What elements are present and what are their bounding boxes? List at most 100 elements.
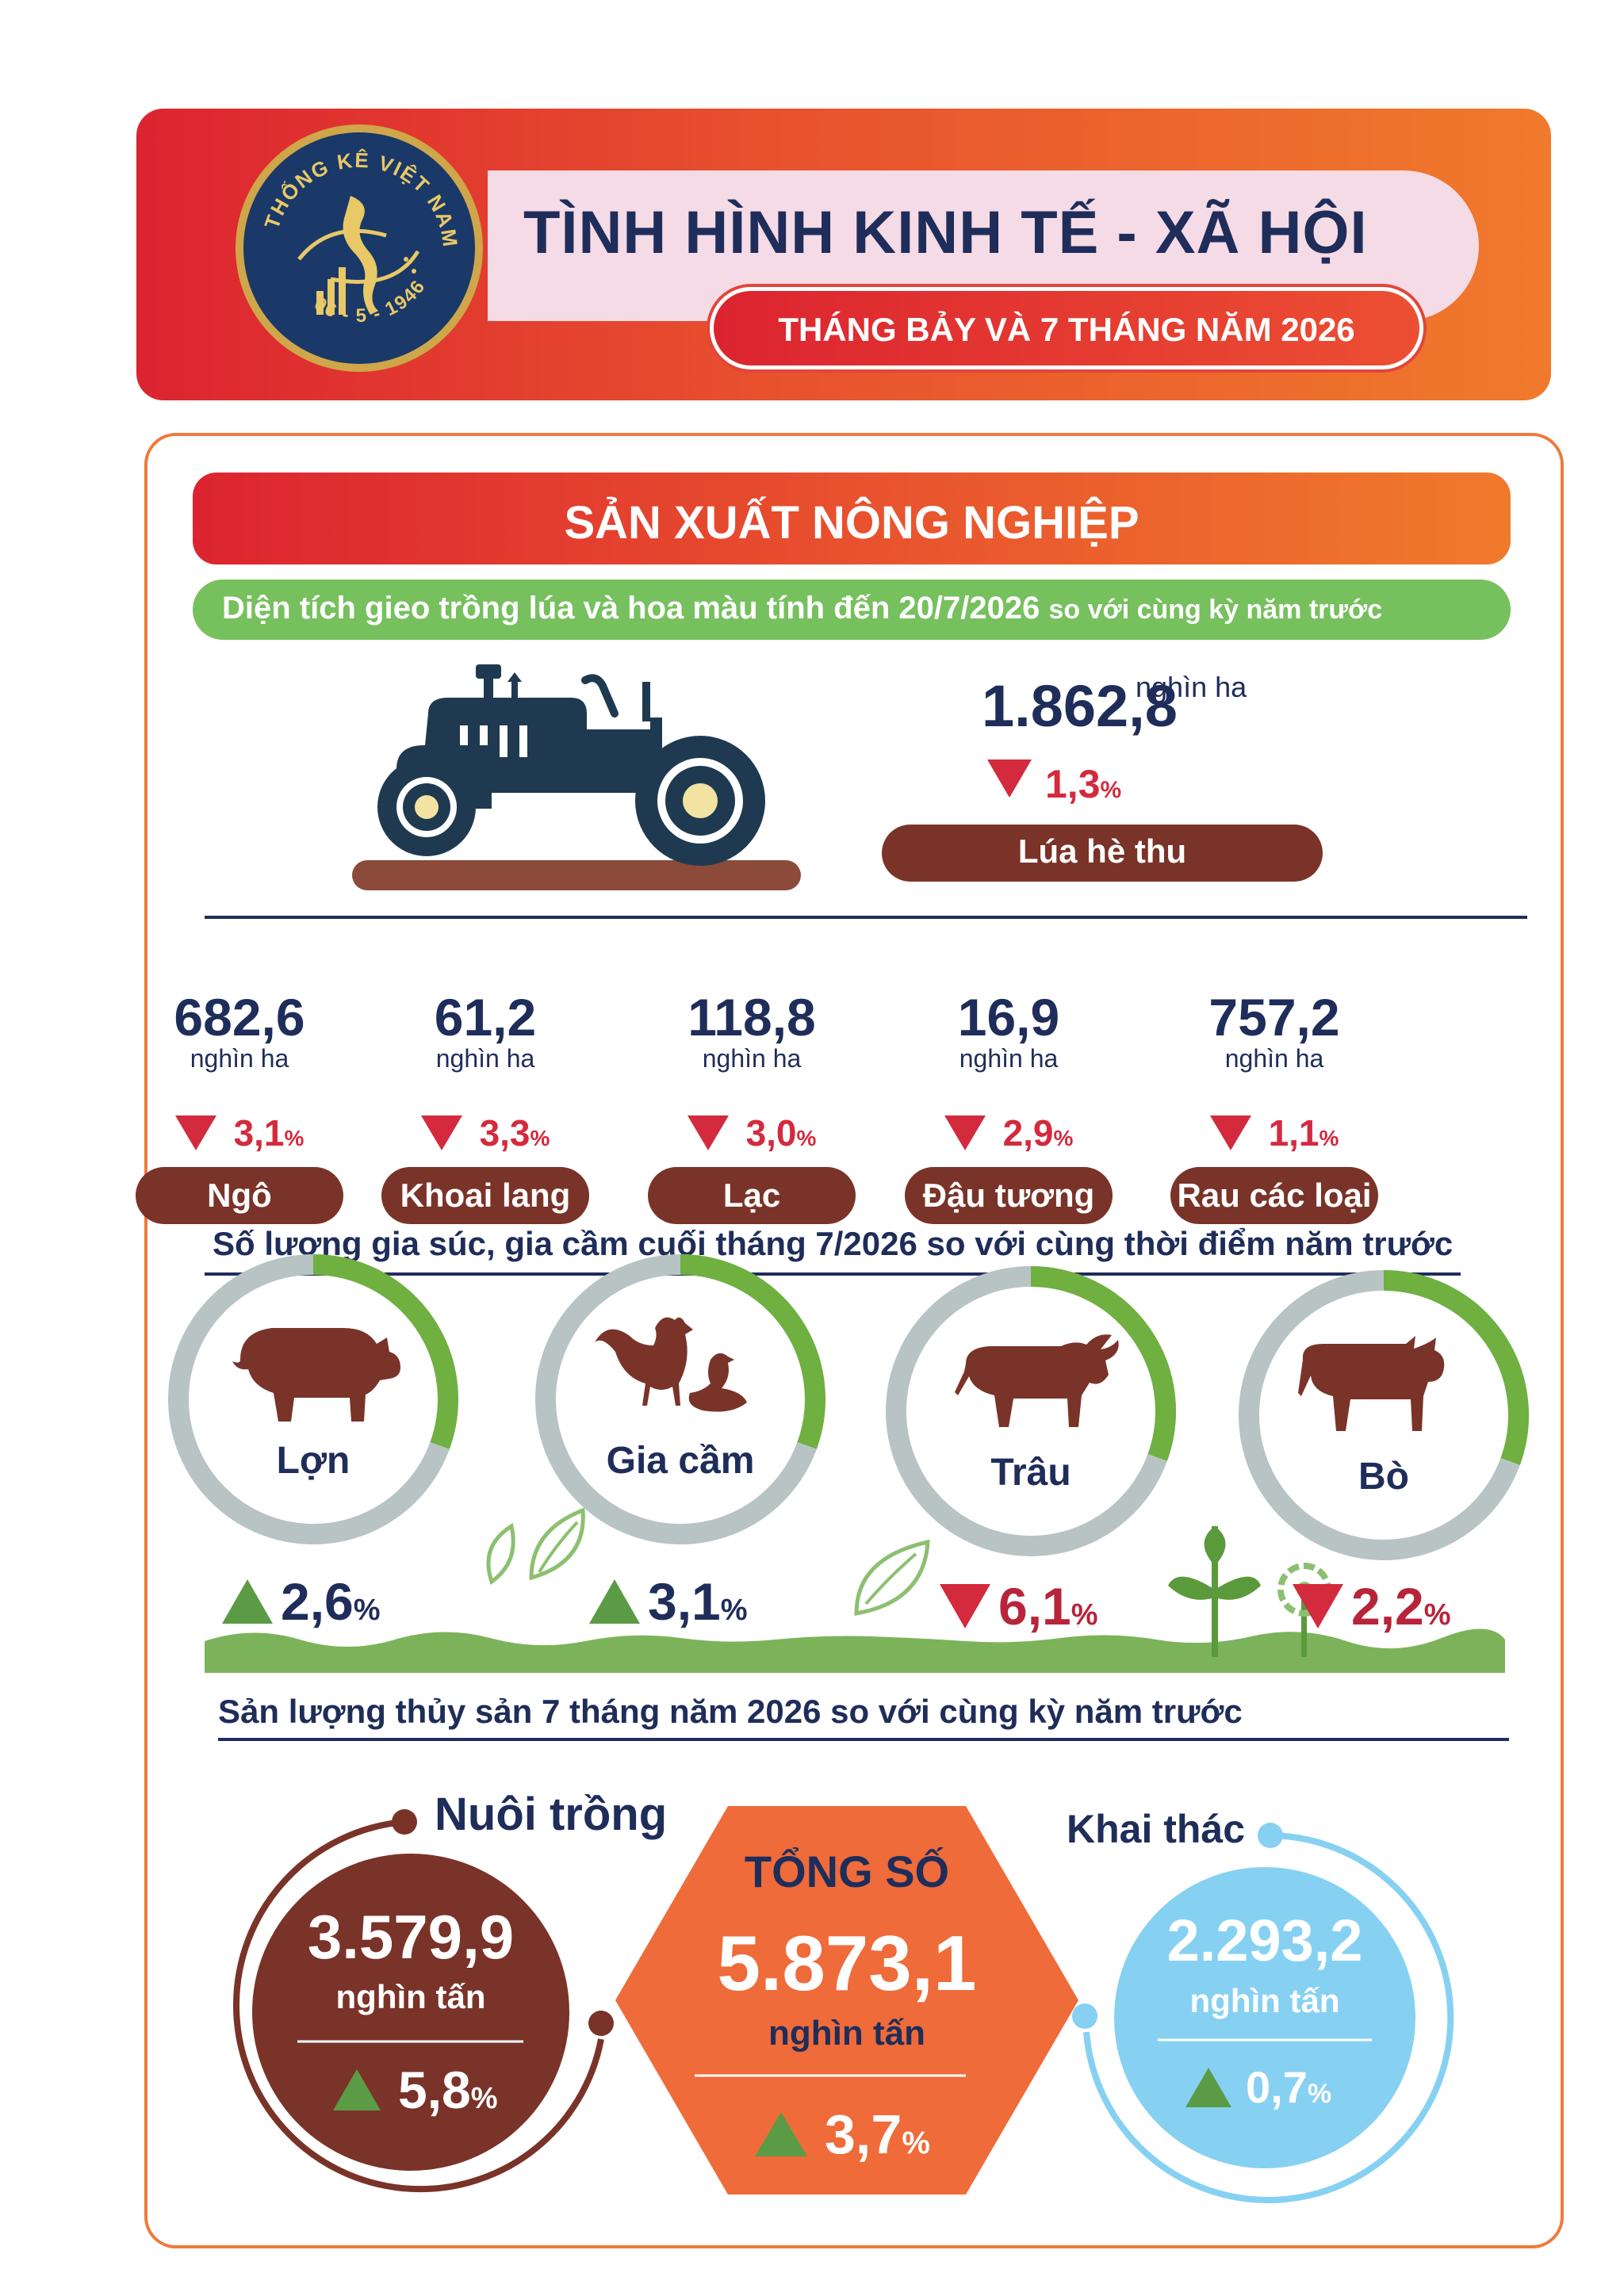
down-arrow-icon [987, 760, 1032, 798]
tractor-icon [352, 664, 801, 890]
aquaculture-change-value: 5,8 [398, 2061, 471, 2119]
crop-column: 118,8 nghìn ha 3,0% Lạc [637, 989, 867, 1224]
aquaculture-unit: nghìn tấn [335, 1978, 486, 2015]
crop-value: 682,6 [174, 988, 305, 1047]
plants-icon [1168, 1526, 1331, 1657]
capture-ring [1072, 1823, 1454, 2203]
crop-change: 3,0% [637, 1112, 867, 1154]
crop-column: 682,6 nghìn ha 3,1% Ngô [124, 989, 354, 1224]
crop-unit: nghìn ha [1224, 1044, 1324, 1073]
down-arrow-icon [940, 1584, 990, 1628]
up-arrow-icon [222, 1579, 273, 1624]
livestock-change-value: 3,1 [648, 1572, 721, 1631]
crop-change-unit: % [1319, 1126, 1339, 1150]
rice-label: Lúa hè thu [1017, 832, 1187, 870]
aquaculture-ring [233, 1809, 614, 2193]
crop-change-unit: % [1053, 1126, 1074, 1150]
total-unit: nghìn tấn [768, 2014, 925, 2053]
total-change: 3,7% [755, 2103, 930, 2166]
logo-emblem-icon: THỐNG KÊ VIỆT NAM 06 - 5 - 1946 [259, 148, 462, 327]
subtitle-pill [710, 287, 1423, 369]
crop-change-unit: % [530, 1126, 550, 1150]
livestock-change-unit: % [353, 1594, 381, 1627]
divider [205, 916, 1527, 919]
livestock-change: 2,2% [1293, 1576, 1451, 1636]
crop-value: 757,2 [1208, 988, 1340, 1047]
crop-change-value: 1,1 [1268, 1112, 1320, 1154]
crop-change-value: 3,0 [745, 1112, 797, 1154]
crop-change: 2,9% [894, 1112, 1124, 1154]
rice-change-unit: % [1100, 777, 1122, 803]
crop-column: 16,9 nghìn ha 2,9% Đậu tương [894, 989, 1124, 1224]
rice-area-unit: nghìn ha [1136, 671, 1247, 703]
down-arrow-icon [1293, 1584, 1343, 1628]
crop-unit: nghìn ha [959, 1044, 1059, 1073]
gso-logo: THỐNG KÊ VIỆT NAM 06 - 5 - 1946 [243, 132, 475, 364]
livestock-change-value: 2,6 [281, 1572, 354, 1631]
up-arrow-icon [589, 1579, 640, 1624]
crop-unit: nghìn ha [702, 1044, 802, 1073]
livestock-change: 3,1% [589, 1571, 748, 1632]
svg-text:THỐNG KÊ VIỆT NAM: THỐNG KÊ VIỆT NAM [259, 148, 462, 250]
livestock-change-value: 2,2 [1351, 1577, 1424, 1636]
crop-label: Lạc [648, 1167, 856, 1224]
total-value: 5.873,1 [717, 1919, 977, 2007]
page-title: TÌNH HÌNH KINH TẾ - XÃ HỘI [523, 199, 1368, 266]
crop-change-unit: % [284, 1126, 304, 1150]
crop-change-unit: % [796, 1126, 817, 1150]
livestock-ring [1239, 1270, 1529, 1560]
livestock-change: 2,6% [222, 1571, 381, 1632]
crop-unit: nghìn ha [435, 1044, 535, 1073]
section-title: SẢN XUẤT NÔNG NGHIỆP [564, 497, 1139, 549]
livestock-change-unit: % [1071, 1598, 1098, 1632]
down-arrow-icon [1209, 1115, 1251, 1150]
buffalo-icon [955, 1334, 1119, 1427]
up-arrow-icon [755, 2112, 807, 2156]
crop-value: 16,9 [957, 988, 1060, 1047]
up-arrow-icon [1185, 2067, 1231, 2107]
aquaculture-change: 5,8% [333, 2060, 498, 2120]
leaf-icon [854, 1539, 930, 1616]
crop-column: 61,2 nghìn ha 3,3% Khoai lang [370, 989, 600, 1224]
aquaculture-change-unit: % [470, 2082, 498, 2115]
divider [218, 1738, 1509, 1741]
up-arrow-icon [333, 2069, 381, 2110]
capture-unit: nghìn tấn [1189, 1982, 1340, 2019]
poultry-icon [595, 1317, 747, 1412]
livestock-change-value: 6,1 [998, 1577, 1071, 1636]
divider [205, 1272, 1461, 1276]
area-caption-tail: so với cùng kỳ năm trước [1048, 595, 1383, 625]
livestock-ring [886, 1266, 1176, 1556]
capture-title: Khai thác [1067, 1807, 1246, 1851]
down-arrow-icon [174, 1115, 216, 1150]
crop-change: 3,1% [124, 1112, 354, 1154]
capture-value: 2.293,2 [1166, 1908, 1363, 1973]
page-subtitle: THÁNG BẢY VÀ 7 THÁNG NĂM 2026 [778, 311, 1355, 348]
livestock-caption: Số lượng gia súc, gia cầm cuối tháng 7/2… [213, 1225, 1454, 1262]
capture-change: 0,7% [1185, 2061, 1331, 2113]
crop-label: Khoai lang [381, 1167, 589, 1224]
crop-change: 3,3% [370, 1112, 600, 1154]
crop-value: 61,2 [434, 988, 537, 1047]
capture-change-value: 0,7 [1246, 2062, 1308, 2112]
livestock-label: Gia cầm [606, 1440, 755, 1482]
livestock-item [163, 1249, 464, 1554]
crop-column: 757,2 nghìn ha 1,1% Rau các loại [1159, 989, 1389, 1224]
livestock-ring [168, 1254, 458, 1544]
logo-text-top: THỐNG KÊ VIỆT NAM [259, 148, 461, 250]
leaves-icon [486, 1507, 585, 1586]
livestock-label: Lợn [276, 1440, 350, 1482]
total-change-value: 3,7 [825, 2103, 902, 2165]
rice-change: 1,3% [1045, 761, 1121, 807]
area-caption-bar [193, 580, 1511, 640]
content-card [144, 433, 1564, 2248]
crop-change: 1,1% [1159, 1112, 1389, 1154]
crop-change-value: 2,9 [1002, 1112, 1054, 1154]
area-caption: Diện tích gieo trồng lúa và hoa màu tính… [222, 591, 1382, 626]
crop-label: Đậu tương [905, 1167, 1113, 1224]
livestock-label: Bò [1358, 1456, 1409, 1498]
livestock-change-unit: % [720, 1594, 748, 1627]
section-bar [193, 473, 1511, 564]
pig-icon [232, 1328, 400, 1422]
total-hexagon [615, 1806, 1078, 2195]
